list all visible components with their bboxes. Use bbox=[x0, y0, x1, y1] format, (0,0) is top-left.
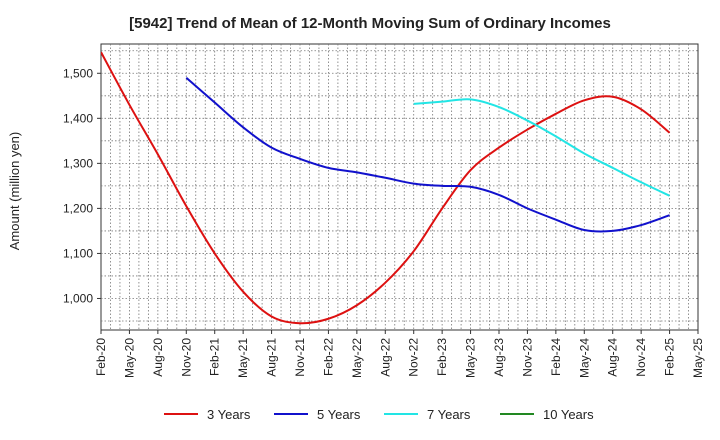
legend-label-3-years: 3 Years bbox=[207, 407, 251, 422]
y-axis-label: Amount (million yen) bbox=[7, 132, 22, 251]
x-tick-label: May-25 bbox=[691, 338, 705, 378]
x-tick-label: Aug-24 bbox=[606, 338, 620, 377]
x-tick-label: Feb-21 bbox=[208, 338, 222, 376]
x-tick-label: Nov-23 bbox=[520, 338, 534, 377]
x-tick-label: Feb-22 bbox=[321, 338, 335, 376]
x-tick-label: Nov-20 bbox=[179, 338, 193, 377]
x-tick-label: Aug-20 bbox=[151, 338, 165, 377]
plot-frame bbox=[100, 43, 699, 331]
chart-title: [5942] Trend of Mean of 12-Month Moving … bbox=[129, 15, 611, 32]
y-tick-label: 1,000 bbox=[63, 291, 93, 305]
legend-label-5-years: 5 Years bbox=[317, 407, 361, 422]
legend: 3 Years 5 Years 7 Years 10 Years bbox=[164, 407, 594, 422]
x-tick-label: Feb-23 bbox=[435, 338, 449, 376]
y-tick-label: 1,300 bbox=[63, 156, 93, 170]
x-tick-label: May-24 bbox=[577, 338, 591, 378]
x-tick-label: May-22 bbox=[350, 338, 364, 378]
y-tick-label: 1,100 bbox=[63, 246, 93, 260]
series-line-7-years bbox=[413, 98, 670, 197]
legend-label-7-years: 7 Years bbox=[427, 407, 471, 422]
x-tick-label: May-20 bbox=[122, 338, 136, 378]
series-line-5-years bbox=[185, 77, 670, 233]
y-tick-label: 1,500 bbox=[63, 66, 93, 80]
x-tick-label: Aug-22 bbox=[378, 338, 392, 377]
x-tick-label: Aug-21 bbox=[265, 338, 279, 377]
x-tick-label: Aug-23 bbox=[492, 338, 506, 377]
x-tick-label: Feb-24 bbox=[549, 338, 563, 376]
legend-label-10-years: 10 Years bbox=[543, 407, 594, 422]
x-tick-label: May-23 bbox=[464, 338, 478, 378]
x-tick-label: Nov-21 bbox=[293, 338, 307, 377]
x-tick-label: May-21 bbox=[236, 338, 250, 378]
plot-area: 1,000 1,100 1,200 1,300 1,400 1,500 Feb-20 May-… bbox=[63, 43, 705, 378]
x-tick-label: Nov-24 bbox=[634, 338, 648, 377]
y-tick-label: 1,200 bbox=[63, 201, 93, 215]
series-line-3-years bbox=[101, 51, 671, 325]
x-tick-label: Feb-20 bbox=[94, 338, 108, 376]
x-tick-label: Nov-22 bbox=[407, 338, 421, 377]
y-tick-label: 1,400 bbox=[63, 111, 93, 125]
x-tick-label: Feb-25 bbox=[663, 338, 677, 376]
